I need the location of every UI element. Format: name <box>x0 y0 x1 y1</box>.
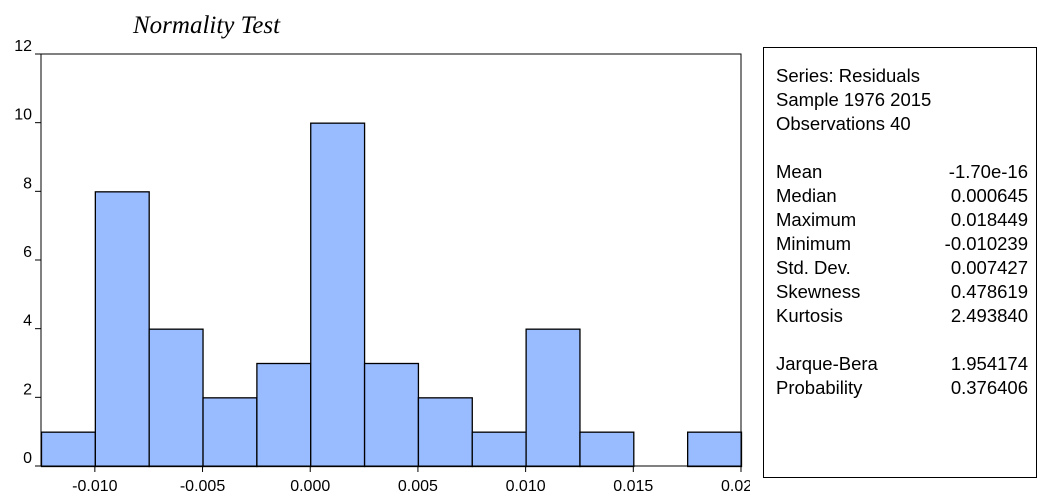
observations-label: Observations 40 <box>776 113 911 134</box>
series-label: Series: Residuals <box>776 65 920 86</box>
spacer <box>776 328 1036 352</box>
stat-label: Jarque-Bera <box>776 353 878 374</box>
bars-layer <box>40 122 743 468</box>
stat-label: Maximum <box>776 209 857 230</box>
histogram-bar <box>687 431 743 468</box>
stat-value: -1.70e-16 <box>948 161 1028 182</box>
y-tick-label: 4 <box>23 313 32 330</box>
stat-row-skewness: Skewness 0.478619 <box>776 280 1036 304</box>
stat-row-mean: Mean -1.70e-16 <box>776 160 1036 184</box>
y-tick-label: 0 <box>23 450 32 467</box>
stat-value: 0.018449 <box>950 209 1028 230</box>
descriptive-statistics-panel: Series: Residuals Sample 1976 2015 Obser… <box>763 47 1037 478</box>
histogram-bar <box>94 191 150 468</box>
y-tick-label: 12 <box>14 38 32 55</box>
histogram-bar <box>525 328 581 468</box>
stat-row-std-dev: Std. Dev. 0.007427 <box>776 256 1036 280</box>
stat-value: 0.478619 <box>950 281 1028 302</box>
sample-label: Sample 1976 2015 <box>776 89 932 110</box>
chart-title: Normality Test <box>133 12 281 39</box>
stat-row-minimum: Minimum -0.010239 <box>776 232 1036 256</box>
stat-value: 0.007427 <box>950 257 1028 278</box>
x-tick-label: -0.010 <box>72 478 117 495</box>
histogram-bar <box>310 122 366 468</box>
stat-value: 2.493840 <box>950 305 1028 326</box>
stat-label: Skewness <box>776 281 861 302</box>
stat-label: Probability <box>776 377 863 398</box>
stat-row-jarque-bera: Jarque-Bera 1.954174 <box>776 352 1036 376</box>
histogram-chart: 0 2 4 6 8 10 12 -0.010 -0.005 0.000 0.005 0.010 0.01… <box>14 38 750 495</box>
stat-row-kurtosis: Kurtosis 2.493840 <box>776 304 1036 328</box>
histogram-bar <box>148 328 204 468</box>
histogram-bar <box>471 431 527 468</box>
y-tick-label: 2 <box>23 381 32 398</box>
stat-row-median: Median 0.000645 <box>776 184 1036 208</box>
stat-label: Mean <box>776 161 823 182</box>
stat-value: 0.376406 <box>950 377 1028 398</box>
stat-row-maximum: Maximum 0.018449 <box>776 208 1036 232</box>
axes-layer: 0 2 4 6 8 10 12 -0.010 -0.005 0.000 0.005 0.010 0.01… <box>14 38 750 495</box>
x-tick-label: 0.020 <box>721 478 750 495</box>
x-tick-label: 0.005 <box>398 478 438 495</box>
x-tick-label: 0.015 <box>613 478 653 495</box>
y-tick-label: 6 <box>23 244 32 261</box>
y-tick-label: 8 <box>23 175 32 192</box>
histogram-bar <box>256 362 312 468</box>
stat-row-probability: Probability 0.376406 <box>776 376 1036 400</box>
histogram-bar <box>579 431 635 468</box>
histogram-bar <box>40 431 96 468</box>
histogram-bar <box>202 397 258 468</box>
histogram-bar <box>417 397 473 468</box>
stat-label: Kurtosis <box>776 305 843 326</box>
stat-label: Minimum <box>776 233 852 254</box>
stat-label: Std. Dev. <box>776 257 851 278</box>
stat-value: 0.000645 <box>950 185 1028 206</box>
stat-value: -0.010239 <box>944 233 1028 254</box>
histogram-bar <box>363 362 420 468</box>
stat-label: Median <box>776 185 837 206</box>
x-tick-label: 0.010 <box>506 478 546 495</box>
x-tick-label: -0.005 <box>180 478 225 495</box>
x-tick-label: 0.000 <box>290 478 330 495</box>
y-tick-label: 10 <box>14 107 32 124</box>
spacer <box>776 136 1036 160</box>
stat-value: 1.954174 <box>950 353 1028 374</box>
